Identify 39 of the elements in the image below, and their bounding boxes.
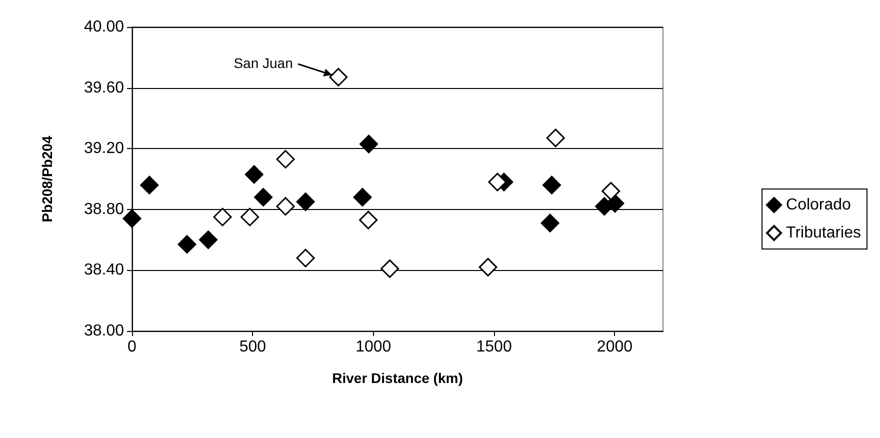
- point: [254, 188, 273, 206]
- point: [296, 248, 315, 268]
- y-tick-label: 40.00: [84, 18, 124, 36]
- point: [360, 134, 378, 154]
- x-tick-label: 1500: [476, 338, 512, 356]
- point: [359, 210, 378, 230]
- y-tick-label: 38.00: [84, 322, 124, 340]
- y-tick-label: 39.60: [84, 79, 124, 96]
- point: [240, 208, 260, 226]
- x-axis-title: River Distance (km): [332, 370, 463, 386]
- y-tick-label: 38.40: [84, 262, 124, 279]
- point: [244, 165, 264, 184]
- point: [380, 259, 400, 278]
- point: [199, 230, 218, 250]
- point: [546, 128, 565, 148]
- point: [122, 209, 142, 228]
- point: [353, 188, 372, 206]
- point: [178, 235, 196, 254]
- point: [542, 176, 561, 194]
- y-tick-label: 38.80: [84, 200, 124, 218]
- point: [602, 182, 620, 200]
- point: [488, 172, 507, 192]
- y-tick-label: 39.20: [84, 140, 124, 158]
- x-tick-label: 1000: [356, 338, 392, 356]
- point: [540, 214, 560, 232]
- legend-label: Colorado: [786, 196, 852, 214]
- x-tick-label: 500: [239, 338, 266, 356]
- point: [213, 208, 232, 226]
- point: [296, 192, 315, 212]
- point: [478, 258, 498, 276]
- point: [276, 197, 295, 216]
- point: [140, 176, 159, 194]
- y-axis-title: Pb208/Pb204: [39, 136, 55, 222]
- annotation: San Juan: [234, 55, 293, 72]
- point: [329, 68, 348, 86]
- x-tick-label: 0: [128, 338, 137, 356]
- point: [276, 150, 295, 168]
- x-tick-label: 2000: [596, 338, 633, 356]
- legend-label: Tributaries: [786, 224, 861, 242]
